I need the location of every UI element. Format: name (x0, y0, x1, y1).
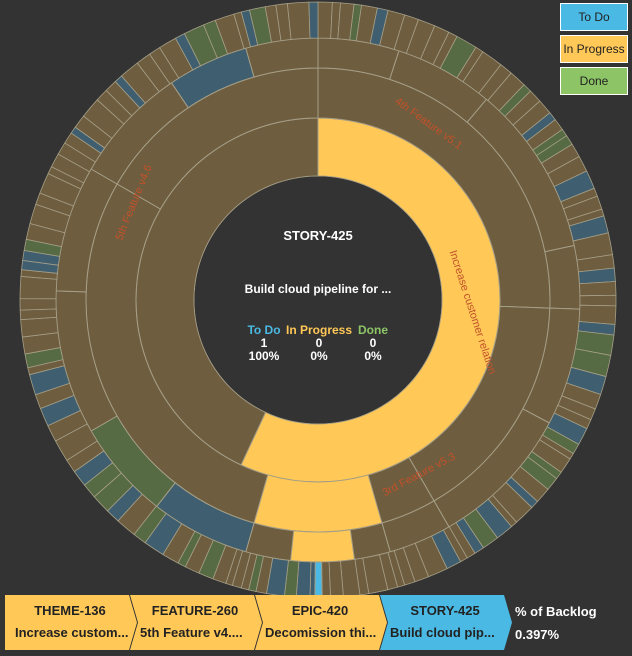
stat-done-count: 0 (369, 336, 377, 350)
backlog-share-label: % of Backlog (515, 604, 597, 619)
story-segment[interactable] (317, 1, 333, 39)
story-segment-selected[interactable] (314, 561, 323, 599)
breadcrumb-story[interactable]: STORY-425 Build cloud pip... (380, 595, 512, 650)
stat-todo-label: To Do (247, 323, 281, 337)
legend-in-progress-label: In Progress (563, 42, 625, 56)
story-segment[interactable] (579, 281, 617, 297)
legend-todo[interactable]: To Do (560, 3, 628, 31)
stat-todo-count: 1 (260, 336, 268, 350)
epic-segment-selected[interactable] (290, 529, 356, 563)
story-segment[interactable] (579, 294, 617, 307)
legend-done-label: Done (579, 74, 609, 88)
legend-done[interactable]: Done (560, 67, 628, 95)
feature-segment-selected[interactable] (253, 474, 383, 533)
stat-done-percent: 0% (364, 349, 382, 363)
center-title: STORY-425 (283, 228, 353, 243)
breadcrumb-epic[interactable]: EPIC-420 Decomission thi... (255, 595, 387, 650)
breadcrumb-story-name: Build cloud pip... (390, 625, 495, 640)
breadcrumb-theme[interactable]: THEME-136 Increase custom... (5, 595, 137, 650)
legend-todo-label: To Do (578, 10, 610, 24)
stat-in-progress-count: 0 (315, 336, 323, 350)
stat-in-progress: In Progress 0 0% (283, 324, 355, 363)
story-segment[interactable] (19, 308, 57, 321)
stat-in-progress-percent: 0% (310, 349, 328, 363)
stat-todo: To Do 1 100% (238, 324, 290, 363)
stat-done: Done 0 0% (352, 324, 394, 363)
breadcrumb-epic-name: Decomission thi... (265, 625, 377, 640)
breadcrumb-theme-id: THEME-136 (34, 603, 106, 618)
epic-segment[interactable] (544, 244, 581, 310)
story-segment[interactable] (19, 275, 58, 300)
legend-in-progress[interactable]: In Progress (560, 35, 628, 63)
stat-in-progress-label: In Progress (285, 323, 353, 337)
breadcrumb-feature-name: 5th Feature v4.... (140, 625, 243, 640)
breadcrumb-theme-name: Increase custom... (15, 625, 129, 640)
breadcrumb-feature-id: FEATURE-260 (151, 603, 239, 618)
backlog-share: % of Backlog 0.397% (515, 604, 597, 642)
center-name: Build cloud pipeline for ... (244, 282, 392, 296)
stat-todo-percent: 100% (248, 349, 280, 363)
story-segment[interactable] (19, 298, 57, 311)
breadcrumb-story-id: STORY-425 (410, 603, 480, 618)
backlog-share-value: 0.397% (515, 627, 560, 642)
story-segment[interactable] (286, 1, 311, 40)
story-segment[interactable] (308, 1, 319, 39)
breadcrumb-epic-id: EPIC-420 (291, 603, 349, 618)
breadcrumb-feature[interactable]: FEATURE-260 5th Feature v4.... (130, 595, 262, 650)
center-circle[interactable] (194, 176, 442, 424)
stat-done-label: Done (358, 323, 388, 337)
